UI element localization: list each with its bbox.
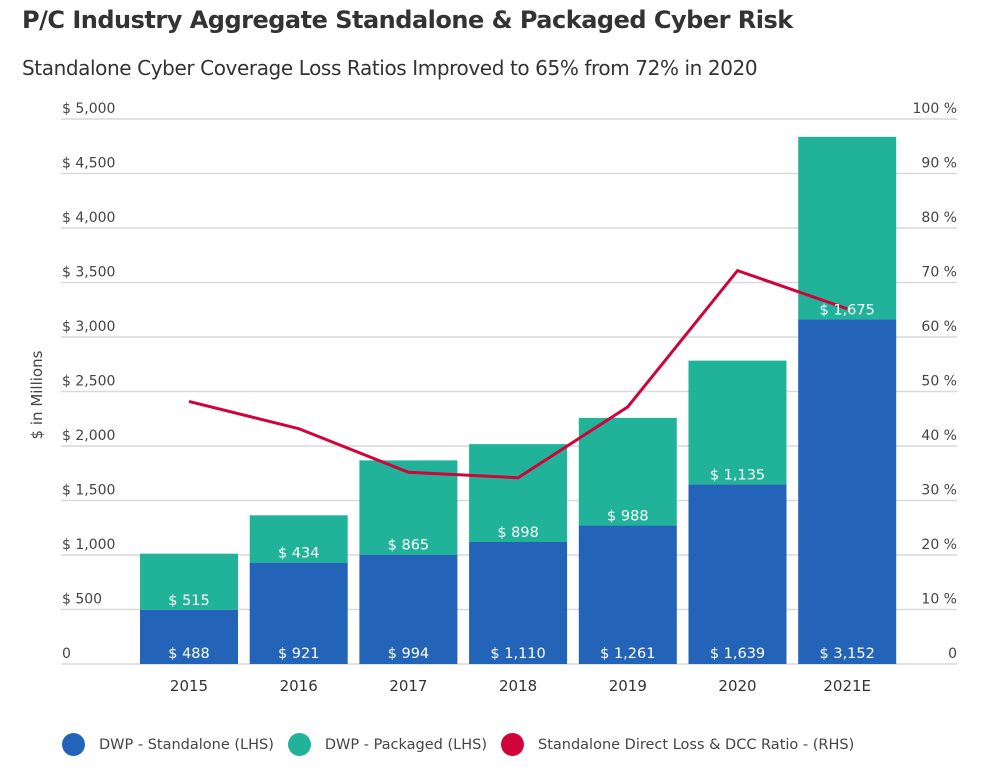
bar-packaged xyxy=(469,444,568,543)
bar-standalone xyxy=(249,562,348,664)
data-label-standalone: $ 921 xyxy=(278,646,320,662)
data-label-standalone: $ 994 xyxy=(388,646,430,662)
y-tick-right: 40 % xyxy=(921,428,957,444)
y-tick-right: 90 % xyxy=(921,156,957,172)
y-tick-left: $ 3,000 xyxy=(62,319,115,335)
data-label-packaged: $ 865 xyxy=(388,538,430,554)
y-axis-label: $ in Millions xyxy=(28,350,46,439)
bar-packaged xyxy=(578,417,677,526)
x-tick: 2020 xyxy=(718,677,756,695)
data-label-standalone: $ 488 xyxy=(168,646,210,662)
data-label-standalone: $ 1,261 xyxy=(600,646,655,662)
data-label-packaged: $ 434 xyxy=(278,546,320,562)
legend-item-packaged[interactable]: DWP - Packaged (LHS) xyxy=(287,733,487,756)
x-tick: 2021E xyxy=(823,677,871,695)
y-tick-left: $ 5,000 xyxy=(62,101,115,117)
legend-marker-loss-ratio xyxy=(501,733,524,756)
y-axis-right-ticks: 0 10 % 20 % 30 % 40 % 50 % 60 % 70 % 80 % 90 % 100… xyxy=(913,101,957,662)
data-label-packaged: $ 515 xyxy=(168,593,210,609)
x-tick: 2016 xyxy=(280,677,318,695)
bar-packaged xyxy=(798,136,897,320)
y-tick-right: 70 % xyxy=(921,265,957,281)
y-tick-left: $ 4,000 xyxy=(62,210,115,226)
y-tick-right: 100 % xyxy=(913,101,957,117)
y-tick-left: $ 1,500 xyxy=(62,483,115,499)
data-label-packaged: $ 988 xyxy=(607,509,649,525)
bar-packaged xyxy=(249,515,348,563)
legend-item-standalone[interactable]: DWP - Standalone (LHS) xyxy=(62,733,274,756)
data-label-standalone: $ 1,110 xyxy=(490,646,545,662)
ratio-line xyxy=(188,268,848,480)
y-tick-left: $ 3,500 xyxy=(62,265,115,281)
chart-subtitle: Standalone Cyber Coverage Loss Ratios Im… xyxy=(22,56,758,80)
y-tick-right: 60 % xyxy=(921,319,957,335)
y-tick-right: 30 % xyxy=(921,483,957,499)
y-tick-left: $ 2,000 xyxy=(62,428,115,444)
data-label-packaged: $ 1,675 xyxy=(820,302,875,318)
bar-standalone xyxy=(688,484,787,664)
legend: DWP - Standalone (LHS) DWP - Packaged (L… xyxy=(62,733,868,756)
data-labels: $ 488 $ 515 $ 921 $ 434 $ 994 $ 865 $ 1,110 $ 8… xyxy=(168,302,875,662)
y-axis-left-ticks: 0 $ 500 $ 1,000 $ 1,500 $ 2,000 $ 2,500 $ 3,00… xyxy=(62,101,115,662)
y-tick-right: 80 % xyxy=(921,210,957,226)
bar-standalone xyxy=(798,319,897,664)
y-tick-left: $ 500 xyxy=(62,592,102,608)
bars xyxy=(140,136,897,664)
x-tick: 2019 xyxy=(609,677,647,695)
data-label-standalone: $ 3,152 xyxy=(820,646,875,662)
legend-marker-standalone xyxy=(62,733,85,756)
x-tick: 2017 xyxy=(389,677,427,695)
legend-item-loss-ratio[interactable]: Standalone Direct Loss & DCC Ratio - (RH… xyxy=(501,733,854,756)
bar-standalone xyxy=(359,554,458,664)
legend-label-standalone: DWP - Standalone (LHS) xyxy=(99,736,274,753)
y-tick-left: $ 4,500 xyxy=(62,156,115,172)
bar-standalone xyxy=(140,609,238,664)
x-tick: 2018 xyxy=(499,677,537,695)
data-label-standalone: $ 1,639 xyxy=(710,646,765,662)
y-tick-left: $ 2,500 xyxy=(62,374,115,390)
data-label-packaged: $ 1,135 xyxy=(710,467,765,483)
y-tick-left: $ 1,000 xyxy=(62,537,115,553)
data-label-packaged: $ 898 xyxy=(497,525,539,541)
y-tick-right: 20 % xyxy=(921,537,957,553)
bar-standalone xyxy=(578,525,677,664)
y-tick-left: 0 xyxy=(62,646,71,662)
legend-marker-packaged xyxy=(287,733,311,756)
legend-label-loss-ratio: Standalone Direct Loss & DCC Ratio - (RH… xyxy=(538,736,855,753)
x-axis-ticks: 2015 2016 2017 2018 2019 2020 2021E xyxy=(170,677,871,695)
chart-title: P/C Industry Aggregate Standalone & Pack… xyxy=(22,6,793,34)
y-tick-right: 50 % xyxy=(921,374,957,390)
bar-packaged xyxy=(359,460,458,555)
y-tick-right: 10 % xyxy=(921,592,957,608)
x-tick: 2015 xyxy=(170,677,208,695)
bar-packaged xyxy=(688,360,787,485)
y-tick-right: 0 xyxy=(948,646,957,662)
bar-packaged xyxy=(140,553,238,610)
legend-label-packaged: DWP - Packaged (LHS) xyxy=(324,736,487,753)
bar-standalone xyxy=(469,542,568,664)
